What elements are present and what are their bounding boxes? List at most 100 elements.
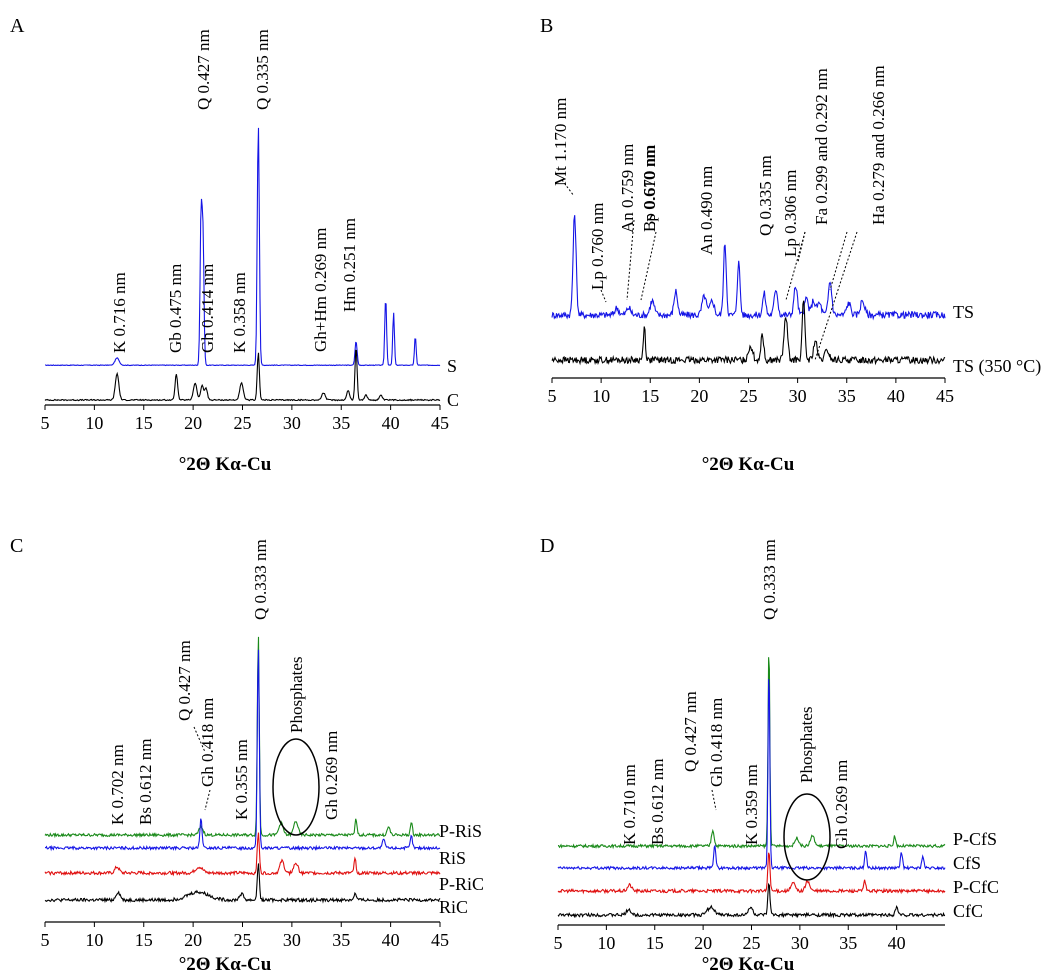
annotation-ha: Ha 0.279 and 0.266 nm [869, 65, 888, 225]
annotation-lp-0306: Lp 0.306 nm [781, 170, 800, 257]
peak-annotations-b: Mt 1.170 nm Lp 0.760 nm An 0.759 nm Lp 0… [551, 65, 888, 361]
series-label-p-ris: P-RiS [439, 821, 482, 841]
annotation-k-0359: K 0.359 nm [742, 764, 761, 845]
annotation-q-0427: Q 0.427 nm [175, 640, 194, 721]
x-tick-label: 10 [85, 413, 103, 433]
x-tick-label: 30 [283, 413, 301, 433]
panel-b: B 5 10 15 20 25 30 35 40 45 °2Θ Kα-Cu TS TS (350… [540, 15, 1041, 475]
x-tick-label: 10 [597, 933, 615, 953]
series-label-ts-350: TS (350 °C) [953, 356, 1041, 377]
series-line-p-cfc [557, 852, 946, 895]
series-label-c: C [447, 390, 459, 410]
annotation-q-0333: Q 0.333 nm [760, 539, 779, 620]
x-axis-title-b: °2Θ Kα-Cu [702, 454, 795, 475]
x-tick-label: 15 [135, 930, 153, 950]
x-axis-title-a: °2Θ Kα-Cu [179, 454, 272, 475]
series-line-p-ris [44, 636, 441, 839]
annotation-fa: Fa 0.299 and 0.292 nm [812, 68, 831, 225]
annotation-gh-0414: Gh 0.414 nm [198, 264, 217, 353]
annotation-q-0427: Q 0.427 nm [194, 29, 213, 110]
x-tick-label: 25 [234, 930, 252, 950]
x-tick-label: 40 [382, 413, 400, 433]
annotation-bs-0612: Bs 0.612 nm [136, 739, 155, 825]
x-tick-label: 35 [332, 413, 350, 433]
annotation-k-0710: K 0.710 nm [620, 764, 639, 845]
annotation-k-0716: K 0.716 nm [110, 272, 129, 353]
annotation-gh-hm-0269: Gh+Hm 0.269 nm [311, 228, 330, 352]
panel-letter-d: D [540, 535, 554, 557]
series-line-ris [44, 649, 441, 852]
peak-annotations-a: K 0.716 nm Gb 0.475 nm Q 0.427 nm Gh 0.4… [110, 29, 359, 353]
x-axis-title-d: °2Θ Kα-Cu [702, 954, 795, 975]
x-tick-label: 5 [548, 386, 557, 406]
x-tick-label: 15 [646, 933, 664, 953]
annotation-q-0427: Q 0.427 nm [681, 691, 700, 772]
annotation-phosphates: Phosphates [797, 707, 816, 784]
series-line-ric [44, 863, 441, 904]
annotation-gh-0418: Gh 0.418 nm [707, 698, 726, 787]
series-line-ts [551, 215, 946, 321]
annotation-k-0702: K 0.702 nm [108, 744, 127, 825]
x-tick-label: 35 [838, 386, 856, 406]
series-label-ric: RiC [439, 897, 468, 917]
series-line-ts-350-c- [551, 300, 946, 366]
x-tick-label: 45 [431, 930, 449, 950]
panel-letter-c: C [10, 535, 23, 557]
phosphates-ellipse [272, 738, 320, 836]
series-line-cfc [557, 882, 946, 919]
annotation-q-0333: Q 0.333 nm [251, 539, 270, 620]
series-line-s [45, 127, 441, 367]
series-label-p-cfs: P-CfS [953, 829, 997, 849]
annotation-an-0759: An 0.759 nm [618, 144, 637, 233]
annotation-q-0335: Q 0.335 nm [253, 29, 272, 110]
x-tick-label: 20 [184, 413, 202, 433]
x-tick-label: 40 [888, 933, 906, 953]
annotation-lp-0670: Lp 0.670 nm [640, 145, 659, 232]
panel-c: C 5 10 15 20 25 30 35 40 45 °2Θ Kα-Cu P-RiS RiS … [10, 535, 484, 975]
annotation-bs-0612: Bs 0.612 nm [648, 759, 667, 845]
x-tick-label: 20 [690, 386, 708, 406]
x-tick-label: 35 [332, 930, 350, 950]
x-tick-label: 30 [791, 933, 809, 953]
x-tick-label: 10 [592, 386, 610, 406]
x-tick-label: 15 [641, 386, 659, 406]
x-tick-label: 20 [694, 933, 712, 953]
peak-annotations-d: K 0.710 nm Bs 0.612 nm Q 0.427 nm Gh 0.4… [620, 539, 851, 849]
annotation-gb-0475: Gb 0.475 nm [166, 264, 185, 353]
series-label-s: S [447, 356, 457, 376]
annotation-phosphates: Phosphates [287, 657, 306, 734]
annotation-gh-0269: Gh 0.269 nm [322, 731, 341, 820]
x-tick-label: 40 [382, 930, 400, 950]
peak-annotations-c: K 0.702 nm Bs 0.612 nm Q 0.427 nm Gh 0.4… [108, 539, 341, 825]
x-tick-label: 45 [936, 386, 954, 406]
annotation-gh-0418: Gh 0.418 nm [198, 698, 217, 787]
x-tick-label: 30 [283, 930, 301, 950]
x-tick-label: 30 [789, 386, 807, 406]
series-label-cfc: CfC [953, 901, 983, 921]
series-line-p-ric [44, 832, 441, 877]
series-label-cfs: CfS [953, 853, 981, 873]
series-line-p-cfs [557, 657, 946, 850]
x-tick-label: 25 [740, 386, 758, 406]
annotation-mt-1170: Mt 1.170 nm [551, 98, 570, 186]
x-tick-label: 45 [431, 413, 449, 433]
annotation-an-0490: An 0.490 nm [697, 166, 716, 255]
annotation-q-0335: Q 0.335 nm [756, 155, 775, 236]
annotation-hm-0251: Hm 0.251 nm [340, 218, 359, 312]
x-tick-label: 20 [184, 930, 202, 950]
panel-letter-a: A [10, 15, 25, 37]
x-tick-label: 5 [554, 933, 563, 953]
series-label-ts: TS [953, 302, 974, 322]
x-tick-label: 15 [135, 413, 153, 433]
series-line-cfs [557, 679, 946, 872]
phosphates-ellipse [783, 793, 831, 881]
panel-a: A 5 10 15 20 25 30 35 40 45 °2Θ Kα-Cu S C K 0.71… [10, 15, 459, 475]
x-tick-label: 25 [743, 933, 761, 953]
x-tick-label: 5 [41, 930, 50, 950]
series-label-p-ric: P-RiC [439, 874, 484, 894]
annotation-k-0355: K 0.355 nm [232, 739, 251, 820]
panel-d: D 5 10 15 20 25 30 35 40 °2Θ Kα-Cu P-CfS CfS P-… [540, 535, 999, 975]
x-tick-label: 35 [839, 933, 857, 953]
panel-letter-b: B [540, 15, 553, 37]
x-tick-label: 40 [887, 386, 905, 406]
